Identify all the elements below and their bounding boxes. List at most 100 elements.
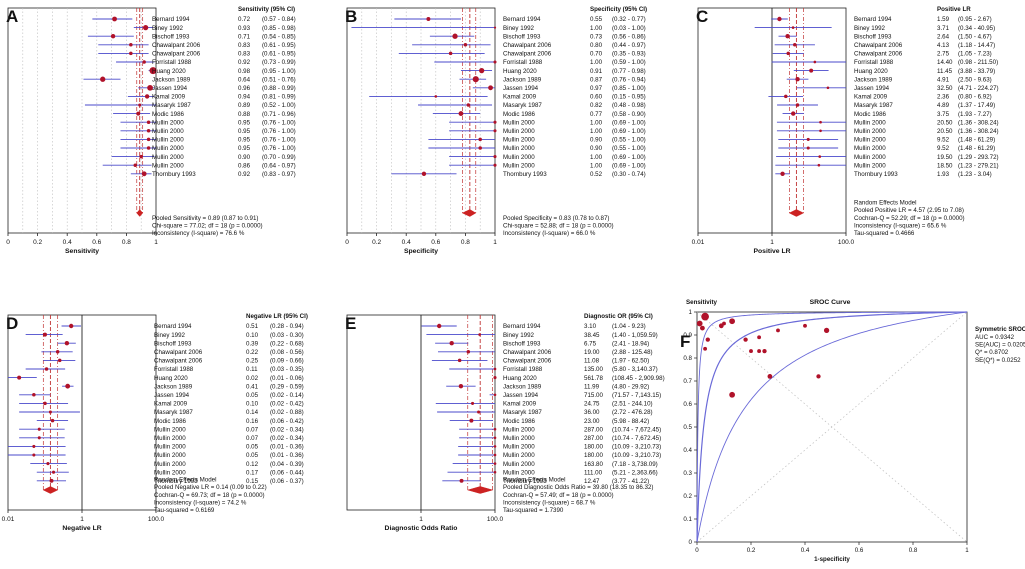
study-name: Mullin 2000 [152, 162, 184, 169]
study-ci: (0.06 - 0.42) [270, 418, 304, 425]
study-name: Mullin 2000 [854, 154, 886, 161]
study-point [823, 327, 830, 334]
x-tick-label: 0.8 [461, 239, 470, 246]
x-tick-label: 0.4 [801, 547, 810, 554]
study-estimate-marker [44, 367, 49, 371]
study-point [767, 374, 773, 379]
study-name: Jackson 1989 [503, 383, 542, 390]
study-name: Mullin 2000 [152, 145, 184, 152]
x-tick-label: 1 [965, 547, 969, 554]
sroc-statistic: Q* = 0.8702 [975, 349, 1009, 356]
study-name: Jackson 1989 [154, 383, 193, 390]
study-estimate: 0.73 [590, 33, 603, 40]
study-estimate: 0.87 [590, 76, 603, 83]
pooled-diamond [461, 209, 477, 217]
chart-title: SROC Curve [810, 299, 851, 306]
study-name: Huang 2020 [152, 68, 186, 75]
study-estimate: 180.00 [584, 452, 603, 459]
study-name: Chawalpant 2006 [503, 51, 552, 58]
study-name: Jackson 1989 [152, 76, 191, 83]
study-ci: (0.04 - 0.39) [270, 461, 304, 468]
study-estimate: 0.89 [238, 102, 251, 109]
study-estimate-marker [493, 393, 497, 397]
study-estimate-marker [32, 453, 36, 457]
study-name: Mullin 2000 [854, 162, 886, 169]
study-point [757, 335, 762, 340]
study-estimate: 0.70 [590, 51, 603, 58]
x-axis-label: Positive LR [753, 248, 790, 255]
x-tick-label: 1 [770, 239, 774, 246]
study-point [776, 328, 780, 333]
study-point [762, 348, 767, 354]
study-name: Chawalpant 2006 [854, 51, 903, 58]
pooled-statistic: Pooled Positive LR = 4.57 (2.95 to 7.08) [854, 207, 964, 214]
x-axis-label: Diagnostic Odds Ratio [385, 525, 458, 532]
study-estimate-marker [133, 163, 138, 167]
study-name: Bernard 1994 [503, 16, 541, 23]
study-estimate: 0.95 [238, 119, 251, 126]
study-estimate: 3.10 [584, 323, 597, 330]
study-name: Bischoff 1993 [503, 340, 541, 347]
study-estimate: 0.95 [238, 128, 251, 135]
study-ci: (0.52 - 1.00) [262, 102, 296, 109]
study-name: Mullin 2000 [854, 137, 886, 144]
study-ci: (0.81 - 0.99) [262, 94, 296, 101]
y-tick-label: 0.3 [683, 470, 692, 477]
sroc-statistic: SE(AUC) = 0.0205 [975, 342, 1025, 349]
study-name: Chawalpant 2006 [854, 42, 903, 49]
study-estimate: 1.00 [590, 162, 603, 169]
study-ci: (1.04 - 9.23) [612, 323, 646, 330]
pooled-statistic: Cochran-Q = 52.29; df = 18 (p = 0.0000) [854, 215, 965, 222]
y-tick-label: 0.8 [683, 355, 692, 362]
sroc-panel: F Sensitivity SROC Curve 0 0.1 0.2 0.3 0.4 0.5 0.… [680, 299, 1025, 563]
study-estimate: 0.64 [238, 76, 251, 83]
study-ci: (0.61 - 0.95) [262, 42, 296, 49]
x-tick-label: 0.4 [63, 239, 72, 246]
study-point [700, 325, 705, 331]
study-ci: (1.37 - 17.49) [958, 102, 995, 109]
sroc-stats-title: Symmetric SROC [975, 326, 1025, 333]
x-axis-label: 1-specificity [814, 556, 850, 563]
x-tick-label: 1 [80, 516, 84, 523]
study-name: Bernard 1994 [152, 16, 190, 23]
study-ci: (1.40 - 1,059.59) [612, 332, 658, 339]
y-axis-label: Sensitivity [686, 299, 718, 306]
study-name: Kamal 2009 [152, 94, 186, 101]
study-estimate: 32.50 [937, 85, 953, 92]
study-estimate-marker [146, 146, 151, 150]
y-tick-label: 0.7 [683, 378, 692, 385]
study-estimate-marker [37, 436, 41, 440]
study-estimate: 18.50 [937, 162, 953, 169]
study-estimate: 1.00 [590, 128, 603, 135]
study-estimate-marker [448, 51, 453, 56]
study-name: Jackson 1989 [503, 76, 542, 83]
study-point [703, 346, 708, 351]
study-estimate: 0.86 [238, 162, 251, 169]
study-estimate-marker [466, 103, 471, 107]
study-estimate: 20.50 [937, 128, 953, 135]
study-estimate: 23.00 [584, 418, 600, 425]
study-estimate-marker [793, 43, 797, 47]
study-name: Mullin 2000 [503, 469, 535, 476]
study-estimate-marker [146, 137, 151, 142]
study-ci: (0.69 - 1.00) [612, 154, 646, 161]
study-ci: (0.69 - 1.00) [612, 162, 646, 169]
study-name: Forristall 1988 [854, 59, 894, 66]
x-tick-label: 0.8 [909, 547, 918, 554]
study-name: Bernard 1994 [503, 323, 541, 330]
study-name: Jackson 1989 [854, 76, 893, 83]
study-estimate: 1.00 [590, 59, 603, 66]
x-tick-label: 100.0 [838, 239, 855, 246]
study-estimate-marker [493, 26, 497, 29]
study-estimate-marker [478, 137, 482, 142]
study-estimate: 0.25 [246, 358, 259, 365]
x-tick-label: 0 [6, 239, 10, 246]
study-ci: (3.88 - 33.79) [958, 68, 995, 75]
study-ci: (1.36 - 308.24) [958, 128, 999, 135]
study-name: Modic 1986 [503, 418, 536, 425]
study-estimate-marker [463, 43, 468, 47]
pooled-statistic: Random Effects Model [503, 477, 565, 484]
study-ci: (0.70 - 0.99) [262, 154, 296, 161]
study-estimate-marker [65, 383, 71, 389]
study-estimate-marker [806, 137, 810, 141]
